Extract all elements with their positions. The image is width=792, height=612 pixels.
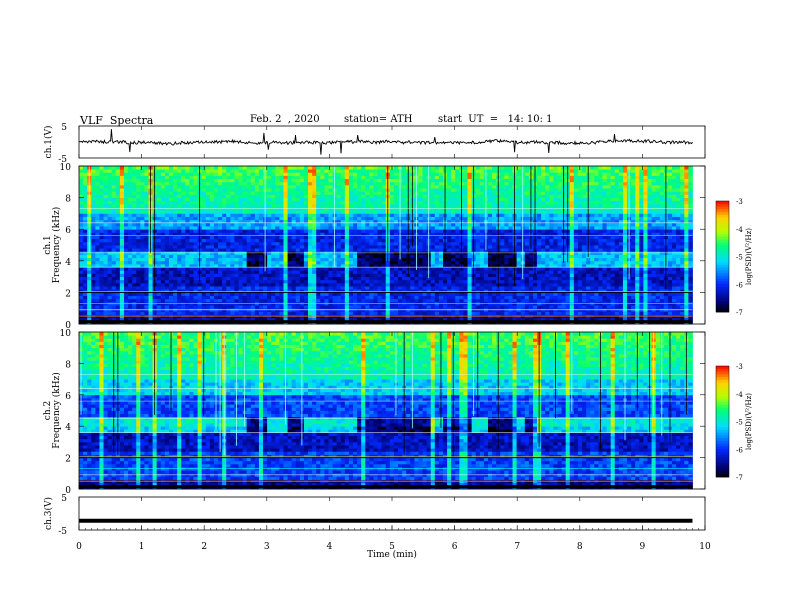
ch1-spectrogram-colorbar-tick--7: -7 — [736, 309, 743, 317]
ch2-spectrogram-ytick-4: 4 — [65, 423, 71, 433]
ch2-spectrogram-colorbar-tick--7: -7 — [736, 474, 743, 482]
ch1-spectrogram-colorbar-tick--3: -3 — [736, 198, 743, 206]
ch3-waveform-ytick-bottom: -5 — [58, 527, 67, 537]
ch2-spectrogram-ytick-6: 6 — [65, 392, 71, 402]
ch2-spectrogram-colorbar-tick--3: -3 — [736, 363, 743, 371]
ch2-spectrogram-colorbar-tick--5: -5 — [736, 419, 743, 427]
xtick-0: 0 — [76, 542, 82, 552]
xtick-10: 10 — [699, 542, 711, 552]
ch1-waveform-ytick-top: 5 — [61, 123, 67, 133]
vlf-spectra-chart: 5-5ch.1(V)0246810ch.1 Frequency (kHz)-3-4… — [0, 0, 792, 612]
xtick-4: 4 — [327, 542, 333, 552]
ch1-spectrogram-colorbar-tick--6: -6 — [736, 281, 743, 289]
ch2-spectrogram-colorbar-tick--6: -6 — [736, 446, 743, 454]
ch2-spectrogram-ytick-8: 8 — [65, 360, 71, 370]
ch3-waveform-ylabel: ch.3(V) — [43, 497, 54, 530]
ch1-waveform-trace — [79, 129, 693, 155]
ch1-waveform-ylabel: ch.1(V) — [43, 126, 54, 159]
xtick-7: 7 — [514, 542, 520, 552]
ch2-spectrogram-colorbar-tick--4: -4 — [736, 391, 743, 399]
ch1-spectrogram-ylabel-frequency: Frequency (kHz) — [51, 207, 62, 284]
xtick-2: 2 — [201, 542, 207, 552]
xtick-3: 3 — [264, 542, 270, 552]
ch1-spectrogram-ytick-4: 4 — [65, 258, 71, 268]
ch1-spectrogram-ytick-8: 8 — [65, 195, 71, 205]
ch2-spectrogram-ytick-2: 2 — [65, 455, 71, 465]
ch2-spectrogram-colorbar — [716, 366, 729, 477]
ch1-spectrogram-image — [79, 166, 693, 324]
ch1-spectrogram-colorbar-label: log(PSD)(V²/Hz) — [745, 228, 753, 285]
ch2-spectrogram-ytick-10: 10 — [60, 329, 72, 339]
ch1-spectrogram-ytick-6: 6 — [65, 226, 71, 236]
x-axis-label: Time (min) — [367, 549, 417, 560]
ch1-spectrogram-colorbar — [716, 201, 729, 312]
ch2-spectrogram-colorbar-label: log(PSD)(V²/Hz) — [745, 393, 753, 450]
ch1-spectrogram-colorbar-tick--5: -5 — [736, 254, 743, 262]
xtick-6: 6 — [452, 542, 458, 552]
ch1-spectrogram-ytick-10: 10 — [60, 163, 72, 173]
ch1-spectrogram-colorbar-tick--4: -4 — [736, 226, 743, 234]
xtick-9: 9 — [640, 542, 646, 552]
ch1-spectrogram-ytick-2: 2 — [65, 289, 71, 299]
ch3-waveform-ytick-top: 5 — [61, 494, 67, 504]
xtick-8: 8 — [577, 542, 583, 552]
xtick-1: 1 — [139, 542, 145, 552]
ch2-spectrogram-image — [79, 332, 693, 489]
ch2-spectrogram-ylabel-frequency: Frequency (kHz) — [51, 372, 62, 449]
